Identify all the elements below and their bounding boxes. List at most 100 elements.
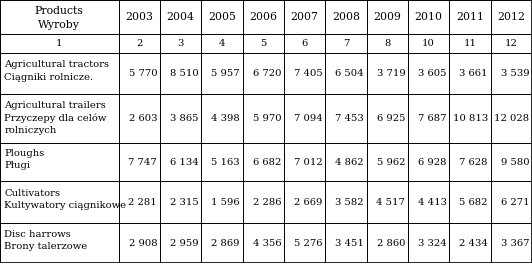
Bar — [367, 53, 408, 94]
Bar — [491, 94, 532, 143]
Bar — [491, 53, 532, 94]
Bar — [284, 94, 325, 143]
Text: Brony talerzowe: Brony talerzowe — [4, 242, 87, 251]
Text: 7 628: 7 628 — [460, 158, 488, 166]
Bar — [243, 143, 284, 181]
Bar — [408, 53, 450, 94]
Bar — [119, 143, 160, 181]
Text: 5 962: 5 962 — [377, 158, 405, 166]
Text: 2 669: 2 669 — [294, 198, 322, 207]
Text: Disc harrows: Disc harrows — [4, 230, 71, 239]
Text: 7 094: 7 094 — [294, 114, 322, 123]
Text: Wyroby: Wyroby — [38, 20, 80, 30]
Text: 3 324: 3 324 — [418, 239, 447, 247]
Text: 6 504: 6 504 — [335, 69, 364, 78]
Text: 2011: 2011 — [456, 12, 484, 22]
Bar — [160, 223, 201, 263]
Bar — [243, 0, 284, 34]
Text: 7 453: 7 453 — [335, 114, 364, 123]
Bar — [243, 94, 284, 143]
Text: 3 719: 3 719 — [377, 69, 405, 78]
Bar — [450, 223, 491, 263]
Bar — [325, 53, 367, 94]
Text: 5 970: 5 970 — [253, 114, 281, 123]
Bar — [119, 181, 160, 223]
Bar — [0, 0, 119, 34]
Text: 3 367: 3 367 — [501, 239, 529, 247]
Text: 4 398: 4 398 — [211, 114, 240, 123]
Bar — [201, 53, 243, 94]
Bar — [160, 34, 201, 53]
Bar — [201, 0, 243, 34]
Bar — [284, 181, 325, 223]
Bar — [284, 34, 325, 53]
Bar — [367, 143, 408, 181]
Bar — [0, 143, 119, 181]
Text: 4 356: 4 356 — [253, 239, 281, 247]
Text: 1: 1 — [56, 39, 63, 48]
Text: 2003: 2003 — [125, 12, 153, 22]
Bar — [408, 143, 450, 181]
Text: 6 928: 6 928 — [418, 158, 447, 166]
Bar — [160, 53, 201, 94]
Bar — [0, 94, 119, 143]
Bar — [119, 34, 160, 53]
Bar — [201, 223, 243, 263]
Bar — [201, 181, 243, 223]
Text: 7 012: 7 012 — [294, 158, 322, 166]
Bar — [408, 34, 450, 53]
Bar — [201, 34, 243, 53]
Bar — [325, 94, 367, 143]
Text: 2 281: 2 281 — [128, 198, 157, 207]
Bar — [160, 0, 201, 34]
Text: 5 957: 5 957 — [211, 69, 240, 78]
Text: 3 539: 3 539 — [501, 69, 529, 78]
Text: 6 925: 6 925 — [377, 114, 405, 123]
Text: 5 276: 5 276 — [294, 239, 322, 247]
Bar — [325, 223, 367, 263]
Text: Cultivators: Cultivators — [4, 189, 60, 198]
Text: 12: 12 — [505, 39, 518, 48]
Bar — [450, 181, 491, 223]
Text: 2 286: 2 286 — [253, 198, 281, 207]
Text: 5 682: 5 682 — [460, 198, 488, 207]
Text: 3 605: 3 605 — [418, 69, 447, 78]
Text: 2 869: 2 869 — [211, 239, 240, 247]
Bar — [325, 0, 367, 34]
Text: 5: 5 — [260, 39, 267, 48]
Bar — [450, 94, 491, 143]
Bar — [284, 0, 325, 34]
Text: 11: 11 — [463, 39, 477, 48]
Text: 1 596: 1 596 — [211, 198, 240, 207]
Bar — [450, 0, 491, 34]
Text: 2004: 2004 — [167, 12, 195, 22]
Text: 7 687: 7 687 — [418, 114, 447, 123]
Text: Products: Products — [35, 6, 84, 16]
Text: 5 163: 5 163 — [211, 158, 240, 166]
Text: 7: 7 — [343, 39, 349, 48]
Text: Kultywatory ciągnikowe: Kultywatory ciągnikowe — [4, 201, 127, 210]
Bar — [119, 53, 160, 94]
Bar — [284, 223, 325, 263]
Bar — [491, 34, 532, 53]
Text: 8: 8 — [384, 39, 390, 48]
Text: 4: 4 — [219, 39, 225, 48]
Text: 8 510: 8 510 — [170, 69, 198, 78]
Bar — [201, 143, 243, 181]
Bar — [491, 223, 532, 263]
Bar — [367, 34, 408, 53]
Text: Przyczepy dla celów: Przyczepy dla celów — [4, 113, 106, 123]
Text: 2 315: 2 315 — [170, 198, 198, 207]
Text: Ciągniki rolnicze.: Ciągniki rolnicze. — [4, 73, 94, 82]
Bar — [491, 143, 532, 181]
Bar — [325, 181, 367, 223]
Bar — [325, 34, 367, 53]
Text: 2012: 2012 — [497, 12, 525, 22]
Text: 2 860: 2 860 — [377, 239, 405, 247]
Bar — [243, 181, 284, 223]
Text: 2 908: 2 908 — [129, 239, 157, 247]
Bar — [0, 223, 119, 263]
Bar — [408, 94, 450, 143]
Text: Agricultural tractors: Agricultural tractors — [4, 60, 109, 69]
Bar — [243, 34, 284, 53]
